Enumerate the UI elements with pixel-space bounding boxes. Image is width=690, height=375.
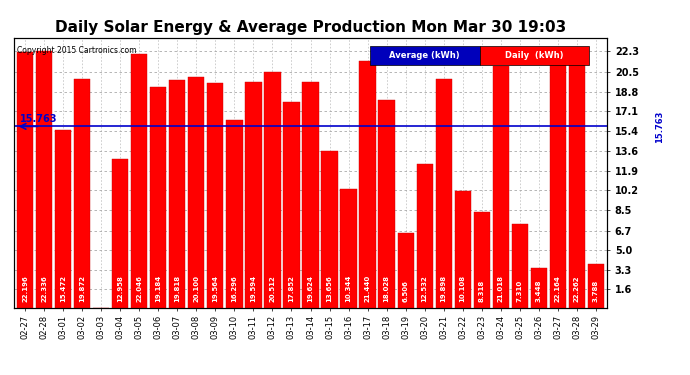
Bar [531,268,546,308]
Text: 3.788: 3.788 [593,279,599,302]
Bar [455,191,471,308]
Bar [188,76,204,308]
Bar [169,80,186,308]
Bar [473,212,490,308]
Bar [131,54,148,307]
Bar [397,233,414,308]
Text: 21.440: 21.440 [364,274,371,302]
Bar [246,82,262,308]
Text: 10.108: 10.108 [460,274,466,302]
Text: 10.344: 10.344 [346,274,351,302]
Bar [150,87,166,308]
Text: 19.564: 19.564 [213,275,219,302]
Text: 19.594: 19.594 [250,274,257,302]
Text: 20.512: 20.512 [270,275,275,302]
Text: 22.336: 22.336 [41,275,47,302]
Text: 22.046: 22.046 [137,275,142,302]
Bar [550,53,566,307]
Text: 7.310: 7.310 [517,279,523,302]
Bar [511,224,528,308]
Bar [493,66,509,308]
Text: 17.852: 17.852 [288,275,295,302]
Bar [36,51,52,308]
Text: 19.184: 19.184 [155,274,161,302]
Bar [340,189,357,308]
Bar [588,264,604,308]
Bar [207,83,224,308]
Text: 20.100: 20.100 [193,275,199,302]
Text: 15.763: 15.763 [19,114,57,124]
Bar [264,72,281,308]
Text: 22.262: 22.262 [574,275,580,302]
Text: 6.506: 6.506 [402,280,408,302]
Bar [417,164,433,308]
Text: 19.872: 19.872 [79,275,86,302]
Text: 19.818: 19.818 [175,274,180,302]
Text: 3.448: 3.448 [535,279,542,302]
Bar [226,120,242,308]
Text: 12.958: 12.958 [117,275,124,302]
Text: 22.196: 22.196 [22,275,28,302]
Bar [302,82,319,308]
Text: 15.472: 15.472 [60,275,66,302]
Text: Daily  (kWh): Daily (kWh) [505,51,564,60]
Text: 19.624: 19.624 [308,275,313,302]
Bar [480,46,589,64]
Bar [359,61,375,308]
Bar [17,53,33,308]
Bar [75,79,90,308]
Text: 13.656: 13.656 [326,275,333,302]
Text: 12.532: 12.532 [422,275,428,302]
Text: 15.763: 15.763 [655,110,664,142]
Text: 16.296: 16.296 [231,275,237,302]
Text: Copyright 2015 Cartronics.com: Copyright 2015 Cartronics.com [17,46,136,55]
Text: Average (kWh): Average (kWh) [389,51,460,60]
Bar [322,151,337,308]
Text: 22.164: 22.164 [555,275,561,302]
Text: 8.318: 8.318 [479,279,484,302]
Text: 21.018: 21.018 [497,275,504,302]
Bar [379,100,395,308]
Text: 19.898: 19.898 [441,274,446,302]
Bar [435,79,452,308]
Bar [569,52,585,308]
Title: Daily Solar Energy & Average Production Mon Mar 30 19:03: Daily Solar Energy & Average Production … [55,20,566,35]
Bar [370,46,480,64]
Bar [55,130,71,308]
Text: 18.028: 18.028 [384,275,390,302]
Bar [112,159,128,308]
Bar [284,102,299,308]
